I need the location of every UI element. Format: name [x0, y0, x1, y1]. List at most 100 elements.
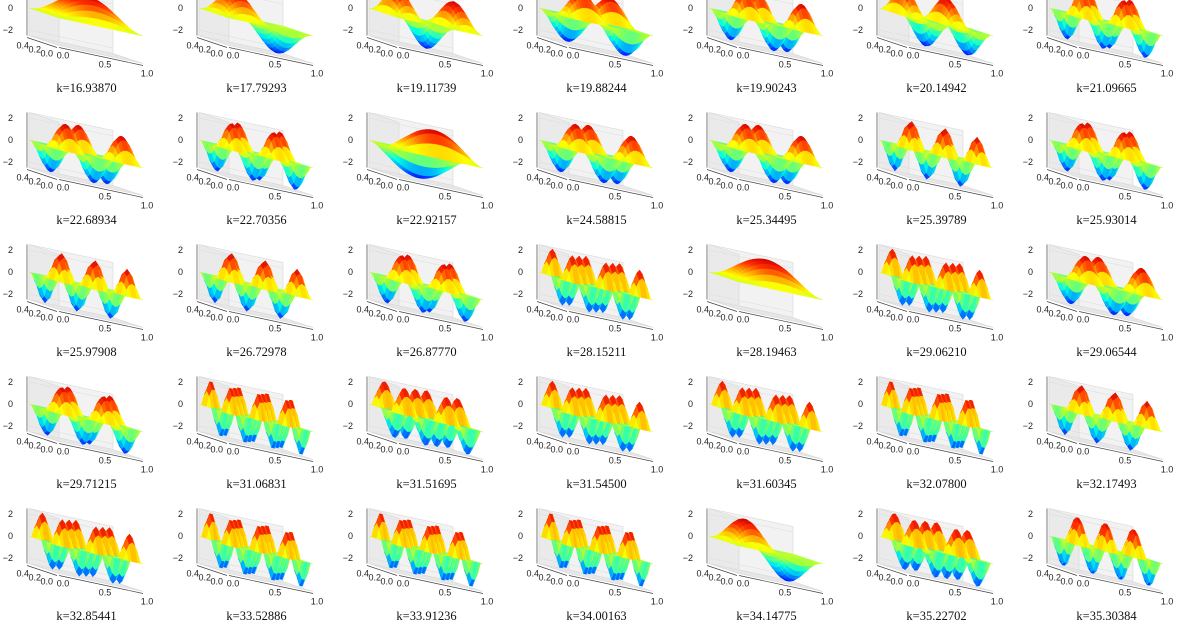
eigenvalue-label: k=22.70356: [226, 213, 287, 227]
y-tick-label: 0.0: [720, 181, 733, 191]
x-tick-label: 0.5: [949, 192, 962, 202]
surface-plot: 20−20.40.20.00.00.51.0k=19.88244: [511, 0, 682, 95]
surface-plot: 20−20.40.20.00.00.51.0k=19.11739: [341, 0, 512, 95]
x-tick-label: 0.0: [567, 51, 580, 61]
y-axis-line: [26, 37, 58, 48]
surface-facet: [987, 34, 994, 38]
x-tick-label: 0.5: [779, 192, 792, 202]
y-axis-line: [366, 37, 398, 48]
eigenvalue-label: k=16.93870: [56, 81, 117, 95]
eigenvalue-label: k=25.39789: [906, 213, 967, 227]
y-axis-line: [876, 169, 908, 180]
x-axis-line: [228, 47, 314, 66]
y-tick-label: 0.4: [16, 173, 29, 183]
y-tick-label: 0.4: [356, 173, 369, 183]
x-tick-label: 0.5: [609, 192, 622, 202]
y-tick-label: 0.2: [708, 177, 721, 187]
surface-plot: 20−20.40.20.00.00.51.0k=20.14942: [851, 0, 1022, 95]
surface-facet: [734, 0, 738, 3]
eigenvalue-label: k=17.79293: [226, 81, 287, 95]
y-tick-label: 0.4: [696, 173, 709, 183]
y-tick-label: 0.2: [28, 177, 41, 187]
y-tick-label: 0.0: [890, 181, 903, 191]
eigenvalue-label: k=19.11739: [396, 81, 457, 95]
y-tick-label: 0.2: [198, 177, 211, 187]
z-tick-label: −2: [1023, 25, 1033, 35]
grid-line: [773, 0, 794, 5]
floor-pane: [28, 167, 144, 196]
y-axis-line: [1046, 37, 1078, 48]
surface-plot: 2 0 −2 0.4 0.2 0.0 0.0 0.5 1.0 k=25.34495: [681, 76, 852, 227]
x-tick-label: 0.5: [269, 60, 282, 70]
x-axis-line: [58, 47, 144, 66]
grid-line: [433, 0, 454, 5]
z-tick-label: 0: [178, 3, 183, 13]
x-tick-label: 0.0: [907, 183, 920, 193]
surface-axes: 20−20.40.20.00.00.51.0: [173, 0, 323, 79]
y-tick-label: 0.2: [878, 45, 891, 55]
z-tick-label: 2: [688, 113, 693, 123]
y-tick-label: 0.2: [28, 45, 41, 55]
surface-facet: [647, 34, 654, 38]
z-tick-label: 2: [8, 113, 13, 123]
grid-line: [368, 29, 454, 49]
surface-facet: [1157, 34, 1164, 41]
y-tick-label: 0.4: [696, 41, 709, 51]
x-tick-label: 1.0: [481, 69, 494, 79]
z-tick-label: 0: [688, 3, 693, 13]
y-axis-line: [706, 169, 738, 180]
x-axis-line: [738, 47, 824, 66]
y-tick-label: 0.4: [526, 173, 539, 183]
surface-facet: [307, 34, 314, 37]
x-tick-label: 0.5: [439, 192, 452, 202]
x-tick-label: 0.0: [57, 51, 70, 61]
grid-line: [1113, 0, 1134, 5]
z-tick-label: 2: [518, 113, 523, 123]
surface-facet: [381, 0, 384, 1]
x-tick-label: 0.5: [439, 60, 452, 70]
x-tick-label: 0.0: [567, 183, 580, 193]
floor-pane: [1048, 35, 1164, 64]
z-tick-label: −2: [3, 157, 13, 167]
surface-mesh: [1048, 122, 1164, 190]
surface-facet: [1071, 0, 1077, 7]
z-tick-label: −2: [683, 157, 693, 167]
surface-mesh: [878, 121, 994, 187]
eigenvalue-label: k=22.68934: [56, 213, 117, 227]
surface-axes: 20−20.40.20.00.00.51.0: [3, 0, 153, 79]
z-tick-label: −2: [853, 25, 863, 35]
surface-axes: 20−20.40.20.00.00.51.0: [513, 0, 663, 79]
x-tick-label: 1.0: [311, 69, 324, 79]
z-tick-label: −2: [853, 157, 863, 167]
z-tick-label: 0: [8, 135, 13, 145]
floor-pane: [368, 167, 484, 196]
grid-line: [93, 0, 114, 5]
surface-mesh: [538, 0, 654, 56]
surface-plot: 2 0 −2 0.4 0.2 0.0 0.0 0.5 1.0 k=25.93014: [1021, 76, 1192, 227]
x-tick-label: 1.0: [311, 201, 324, 211]
y-tick-label: 0.0: [40, 181, 53, 191]
surface-facet: [817, 30, 824, 37]
eigenvalue-label: k=19.90243: [736, 81, 797, 95]
surface-plot: 2 0 −2 0.4 0.2 0.0 0.0 0.5 1.0 k=22.68934: [1, 76, 172, 227]
y-tick-label: 0.2: [368, 177, 381, 187]
surface-plot: 2 0 −2 0.4 0.2 0.0 0.0 0.5 1.0 k=22.92157: [341, 76, 512, 227]
grid-line: [263, 0, 284, 5]
surface-plot: 20−20.40.20.00.00.51.0k=17.79293: [171, 0, 342, 95]
x-axis-line: [568, 179, 654, 198]
y-tick-label: 0.4: [526, 41, 539, 51]
x-axis-line: [908, 47, 994, 66]
eigenvalue-label: k=25.34495: [736, 213, 797, 227]
x-tick-label: 0.5: [99, 192, 112, 202]
x-tick-label: 0.5: [269, 192, 282, 202]
z-tick-label: −2: [343, 157, 353, 167]
x-axis-line: [398, 47, 484, 66]
surface-facet: [307, 166, 314, 173]
x-axis-line: [568, 47, 654, 66]
grid-line: [878, 117, 964, 137]
y-tick-label: 0.0: [720, 49, 733, 59]
surface-plot: 20−20.40.20.00.00.51.0k=19.90243: [681, 0, 852, 95]
